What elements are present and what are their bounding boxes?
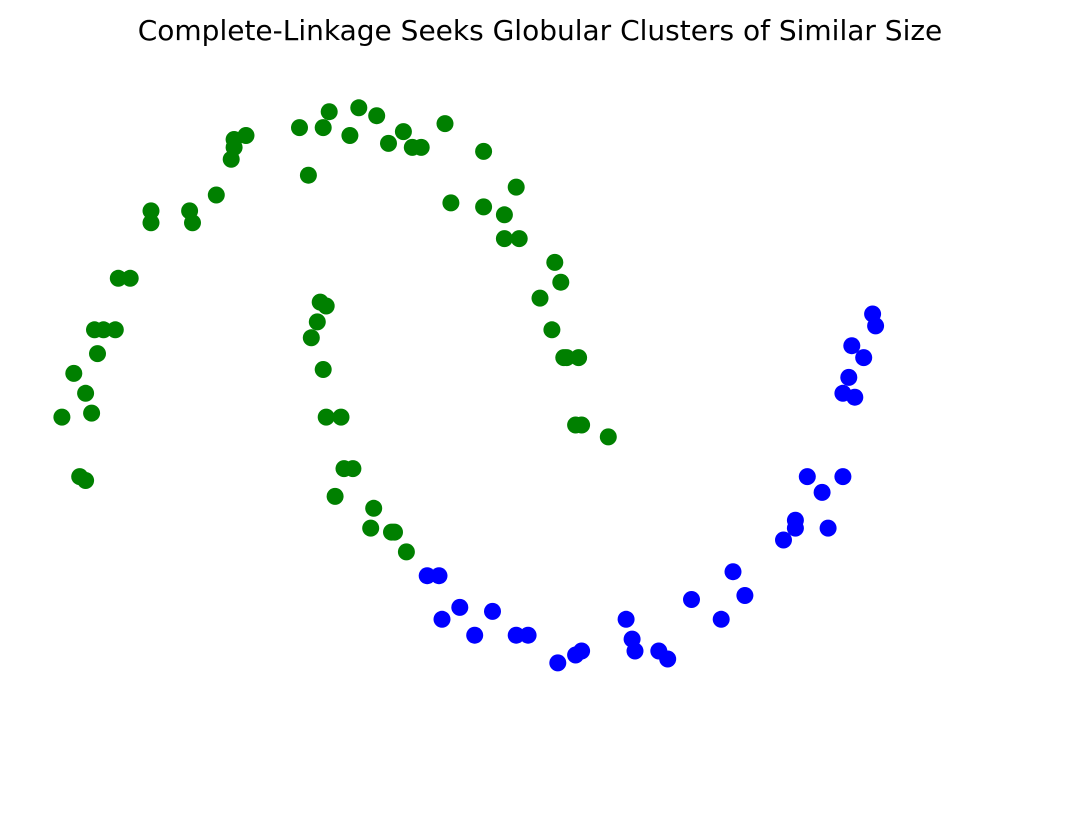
scatter-point bbox=[326, 487, 344, 505]
scatter-point bbox=[495, 230, 513, 248]
scatter-point bbox=[362, 519, 380, 537]
scatter-point bbox=[786, 519, 804, 537]
scatter-point bbox=[867, 317, 885, 335]
scatter-point bbox=[546, 253, 564, 271]
scatter-point bbox=[683, 591, 700, 608]
scatter-point bbox=[121, 269, 139, 287]
series-1 bbox=[418, 305, 885, 672]
scatter-point bbox=[484, 602, 501, 620]
scatter-point bbox=[308, 313, 326, 331]
chart-title: Complete-Linkage Seeks Globular Clusters… bbox=[137, 14, 943, 47]
scatter-point bbox=[724, 563, 742, 581]
scatter-point bbox=[442, 194, 460, 212]
scatter-point bbox=[317, 297, 335, 315]
scatter-point bbox=[433, 610, 451, 628]
scatter-point bbox=[95, 321, 112, 339]
scatter-point bbox=[380, 134, 397, 152]
scatter-point bbox=[573, 642, 591, 660]
scatter-point bbox=[843, 337, 861, 355]
scatter-point bbox=[341, 127, 359, 144]
scatter-point bbox=[495, 206, 513, 224]
scatter-point bbox=[519, 626, 537, 644]
scatter-point bbox=[394, 123, 412, 141]
scatter-point bbox=[386, 523, 403, 541]
scatter-point bbox=[314, 361, 332, 378]
scatter-point bbox=[475, 142, 493, 160]
scatter-point bbox=[142, 202, 160, 220]
scatter-point bbox=[184, 214, 201, 232]
scatter-point bbox=[237, 127, 255, 144]
scatter-point bbox=[83, 404, 101, 422]
series-0 bbox=[53, 99, 617, 561]
scatter-point bbox=[109, 269, 127, 287]
scatter-point bbox=[475, 198, 493, 216]
scatter-point bbox=[466, 626, 484, 644]
scatter-point bbox=[543, 321, 561, 339]
scatter-point bbox=[451, 598, 469, 616]
scatter-point bbox=[314, 119, 332, 137]
scatter-point bbox=[344, 460, 362, 478]
scatter-point bbox=[142, 214, 160, 232]
scatter-point bbox=[77, 472, 95, 489]
scatter-point bbox=[819, 519, 837, 537]
scatter-point bbox=[549, 654, 567, 672]
scatter-point bbox=[89, 345, 106, 363]
scatter-point bbox=[855, 349, 873, 367]
scatter-point bbox=[570, 349, 588, 367]
scatter-point bbox=[798, 468, 816, 486]
scatter-point bbox=[813, 483, 831, 501]
scatter-point bbox=[840, 368, 858, 386]
scatter-point bbox=[599, 428, 617, 446]
scatter-point bbox=[507, 178, 525, 196]
scatter-point bbox=[712, 610, 730, 628]
scatter-point bbox=[317, 408, 335, 426]
scatter-point bbox=[775, 531, 792, 549]
scatter-point bbox=[368, 107, 386, 125]
scatter-point bbox=[397, 543, 415, 561]
scatter-point bbox=[558, 349, 576, 367]
scatter-point bbox=[507, 626, 525, 644]
scatter-point bbox=[430, 567, 448, 585]
scatter-point bbox=[617, 610, 635, 628]
scatter-point bbox=[65, 364, 83, 382]
scatter-point bbox=[77, 384, 95, 402]
scatter-point bbox=[418, 567, 436, 585]
scatter-point bbox=[365, 499, 383, 517]
scatter-point bbox=[299, 166, 317, 184]
scatter-point bbox=[834, 468, 852, 486]
scatter-point bbox=[573, 416, 591, 434]
scatter-point bbox=[320, 103, 338, 121]
scatter-point bbox=[106, 321, 124, 339]
scatter-point bbox=[53, 408, 71, 426]
scatter-point bbox=[332, 408, 350, 426]
scatter-point bbox=[207, 186, 225, 204]
scatter-point bbox=[436, 115, 454, 133]
scatter-point bbox=[510, 230, 528, 248]
scatter-point bbox=[531, 289, 549, 307]
scatter-point bbox=[846, 388, 864, 406]
scatter-point bbox=[659, 650, 677, 668]
scatter-point bbox=[736, 587, 754, 604]
scatter-point bbox=[412, 138, 430, 156]
scatter-point bbox=[552, 273, 570, 291]
scatter-point bbox=[291, 119, 308, 137]
scatter-point bbox=[350, 99, 368, 117]
scatter-point bbox=[302, 329, 320, 347]
scatter-point bbox=[626, 642, 644, 660]
